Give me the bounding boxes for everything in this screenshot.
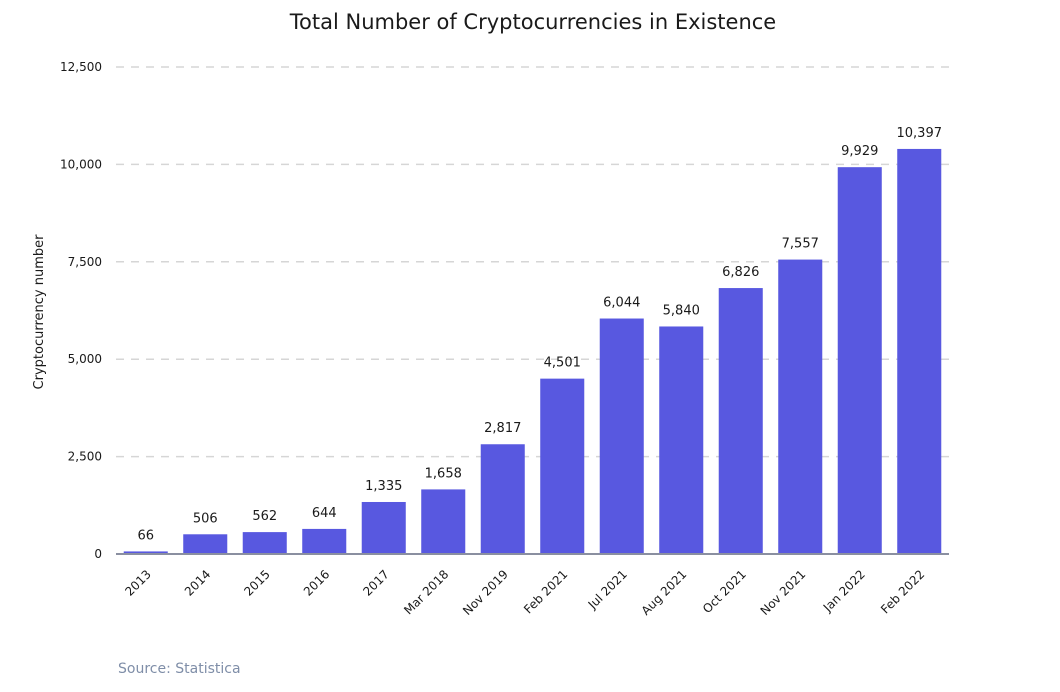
data-label: 5,840 bbox=[663, 303, 700, 318]
y-tick-label: 5,000 bbox=[68, 352, 102, 366]
bar bbox=[242, 532, 287, 554]
bar bbox=[718, 288, 763, 554]
x-tick-label: 2017 bbox=[360, 567, 391, 598]
bar bbox=[480, 444, 525, 554]
x-tick-label: Jan 2022 bbox=[820, 567, 868, 615]
data-label: 66 bbox=[137, 528, 154, 543]
bar bbox=[302, 528, 347, 554]
y-axis-ticks: 0 2,500 5,000 7,500 10,000 12,500 bbox=[60, 60, 102, 561]
bar bbox=[659, 326, 704, 554]
bars bbox=[123, 148, 942, 555]
data-label: 6,044 bbox=[603, 296, 640, 311]
data-labels: 66 506 562 644 1,335 1,658 2,817 4,501 6,044 5,84… bbox=[137, 126, 942, 543]
data-label: 7,557 bbox=[782, 237, 819, 252]
x-tick-label: Nov 2021 bbox=[758, 567, 809, 618]
data-label: 562 bbox=[252, 509, 277, 524]
bar bbox=[540, 378, 585, 554]
data-label: 644 bbox=[312, 506, 337, 521]
x-tick-label: 2014 bbox=[182, 567, 213, 598]
bar bbox=[123, 551, 168, 554]
x-tick-label: Nov 2019 bbox=[460, 567, 511, 618]
x-tick-label: 2013 bbox=[122, 567, 153, 598]
x-tick-label: Jul 2021 bbox=[585, 567, 630, 612]
data-label: 4,501 bbox=[544, 356, 581, 371]
x-tick-label: 2016 bbox=[301, 567, 332, 598]
data-label: 6,826 bbox=[722, 265, 759, 280]
y-axis-label: Cryptocurrency number bbox=[32, 234, 47, 390]
x-tick-label: Feb 2021 bbox=[521, 567, 570, 616]
chart-title: Total Number of Cryptocurrencies in Exis… bbox=[289, 10, 776, 34]
source-note: Source: Statistica bbox=[118, 661, 241, 677]
x-tick-label: Aug 2021 bbox=[639, 567, 690, 618]
x-tick-label: Oct 2021 bbox=[700, 567, 749, 616]
data-label: 506 bbox=[193, 511, 218, 526]
x-tick-label: Feb 2022 bbox=[878, 567, 927, 616]
y-tick-label: 7,500 bbox=[68, 255, 102, 269]
y-tick-label: 0 bbox=[94, 547, 102, 561]
data-label: 1,335 bbox=[365, 479, 402, 494]
data-label: 9,929 bbox=[841, 144, 878, 159]
x-tick-label: Mar 2018 bbox=[401, 567, 451, 617]
y-tick-label: 10,000 bbox=[60, 157, 102, 171]
gridlines bbox=[116, 66, 949, 458]
data-label: 1,658 bbox=[425, 466, 462, 481]
bar bbox=[897, 148, 942, 555]
y-tick-label: 2,500 bbox=[68, 450, 102, 464]
bar bbox=[361, 501, 406, 554]
x-axis-ticks: 2013 2014 2015 2016 2017 Mar 2018 Nov 2019 Feb … bbox=[122, 567, 927, 618]
data-label: 10,397 bbox=[897, 126, 943, 141]
bar bbox=[421, 489, 466, 554]
y-tick-label: 12,500 bbox=[60, 60, 102, 74]
data-label: 2,817 bbox=[484, 421, 521, 436]
bar bbox=[183, 534, 228, 554]
bar bbox=[778, 259, 823, 554]
bar bbox=[837, 167, 882, 555]
x-tick-label: 2015 bbox=[241, 567, 272, 598]
bar bbox=[599, 318, 644, 554]
